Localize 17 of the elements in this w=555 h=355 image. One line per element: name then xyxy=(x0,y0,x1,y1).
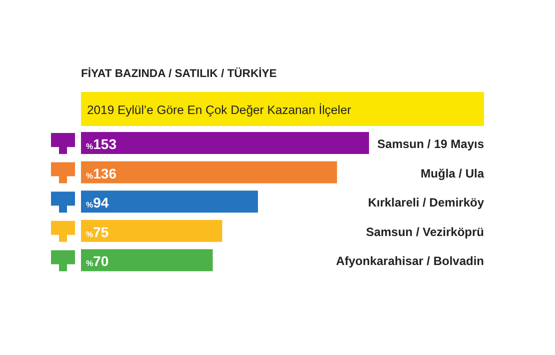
bar xyxy=(81,190,258,213)
y-tick-label: Samsun / Vezirköprü xyxy=(366,224,484,239)
bar xyxy=(81,220,222,242)
y-tick-label: Afyonkarahisar / Bolvadin xyxy=(336,254,484,268)
y-tick-label: Kırklareli / Demirköy xyxy=(368,196,484,210)
data-label: %153 xyxy=(86,136,117,152)
bar xyxy=(81,161,337,184)
data-label: %75 xyxy=(86,224,109,240)
data-label: %136 xyxy=(86,165,117,182)
y-tick-label: Muğla / Ula xyxy=(420,166,484,180)
data-label: %94 xyxy=(86,194,109,211)
chart-title: FİYAT BAZINDA / SATILIK / TÜRKİYE xyxy=(81,67,278,80)
chart-subtitle: 2019 Eylül’e Göre En Çok Değer Kazanan İlçeler xyxy=(87,103,352,117)
bar xyxy=(81,132,369,154)
data-label: %70 xyxy=(86,253,109,270)
bar xyxy=(81,249,213,272)
y-tick-label: Samsun / 19 Mayıs xyxy=(377,137,484,151)
